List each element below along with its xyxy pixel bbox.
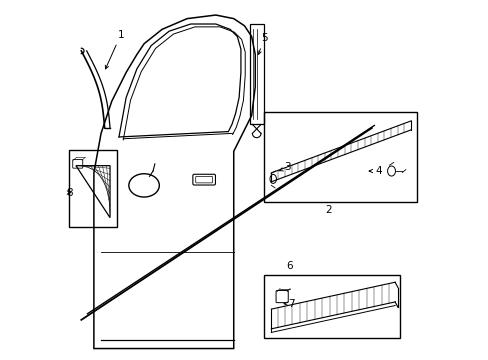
Text: 3: 3 (278, 162, 290, 172)
Text: 7: 7 (284, 299, 294, 309)
Text: 2: 2 (325, 206, 331, 216)
Text: 8: 8 (66, 188, 72, 198)
Text: 6: 6 (285, 261, 292, 271)
Text: 4: 4 (368, 166, 382, 176)
Text: 1: 1 (105, 30, 124, 69)
Text: 5: 5 (257, 33, 267, 54)
